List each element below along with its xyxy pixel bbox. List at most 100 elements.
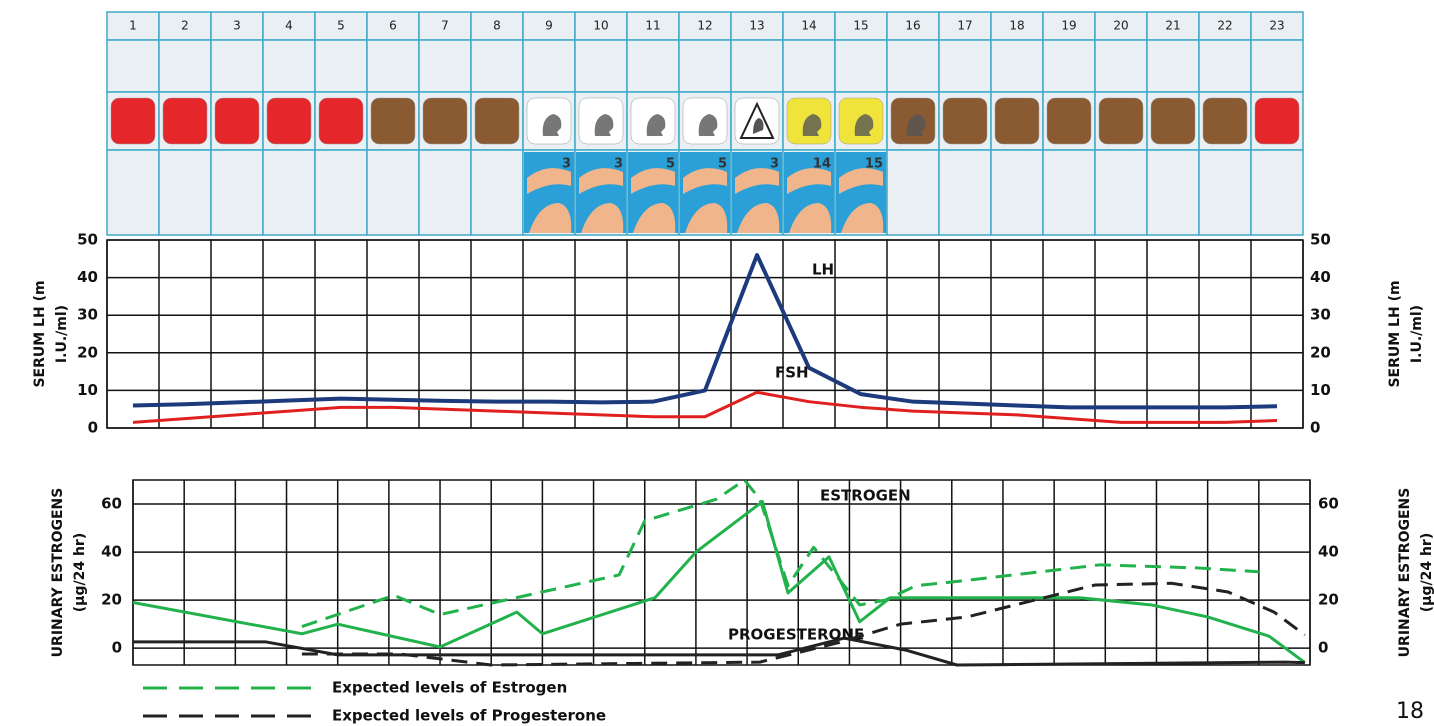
table-cell — [1250, 11, 1304, 41]
table-cell — [1146, 11, 1200, 41]
picture-hand — [579, 168, 624, 233]
y2-tick-label: 40 — [1310, 268, 1331, 286]
day-label: 7 — [441, 19, 449, 33]
cycle-square — [1254, 97, 1300, 145]
picture-number: 5 — [718, 157, 727, 172]
y2-tick-label: 60 — [1318, 495, 1339, 513]
table-cell — [210, 39, 264, 93]
y-axis-title: SERUM LH (m — [32, 280, 48, 387]
y-tick-label: 50 — [77, 231, 98, 249]
table-cell — [470, 149, 524, 236]
y2-tick-label: 20 — [1318, 591, 1339, 609]
table-cell — [418, 39, 472, 93]
cycle-square — [994, 97, 1040, 145]
table-cell — [1250, 39, 1304, 93]
table-cell — [262, 11, 316, 41]
y2-tick-label: 10 — [1310, 381, 1331, 399]
series-label: FSH — [775, 364, 809, 382]
table-cell — [730, 11, 784, 41]
y2-tick-label: 30 — [1310, 306, 1331, 324]
picture-hand — [683, 168, 728, 233]
y-axis-title: I.U./ml) — [54, 305, 70, 363]
chart: 0 0 20 20 40 40 60 60 URINARY ESTROGENS (µg/24 hr… — [50, 478, 1434, 725]
chart: 0 0 10 10 20 20 30 30 40 40 50 50 SERUM LH (m I.U./ml… — [32, 231, 1425, 437]
day-label: 3 — [233, 19, 241, 33]
series-label: ESTROGEN — [820, 487, 911, 505]
series-line — [301, 478, 1259, 628]
face-icon — [646, 114, 666, 136]
y2-tick-label: 0 — [1310, 419, 1320, 437]
y-tick-label: 30 — [77, 306, 98, 324]
table-cell — [1146, 149, 1200, 236]
cycle-square — [942, 97, 988, 145]
y-axis-title: (µg/24 hr) — [72, 533, 88, 612]
table-cell — [210, 149, 264, 236]
picture-number: 3 — [770, 157, 779, 172]
table-cell — [1094, 11, 1148, 41]
face-icon — [594, 114, 614, 136]
y2-tick-label: 50 — [1310, 231, 1331, 249]
day-label: 9 — [545, 19, 553, 33]
y-axis-title: I.U./ml) — [1409, 305, 1425, 363]
cycle-square — [162, 97, 208, 145]
table-cell — [990, 149, 1044, 236]
table-cell — [106, 39, 160, 93]
page-number: 18 — [1396, 699, 1424, 724]
day-label: 2 — [181, 19, 189, 33]
table-cell — [262, 149, 316, 236]
table-cell — [886, 149, 940, 236]
y2-tick-label: 20 — [1310, 343, 1331, 361]
y-tick-label: 10 — [77, 381, 98, 399]
day-label: 15 — [853, 19, 868, 33]
day-label: 11 — [645, 19, 660, 33]
y-axis-title: URINARY ESTROGENS — [1397, 488, 1413, 658]
y2-tick-label: 40 — [1318, 543, 1339, 561]
picture-hand — [735, 168, 780, 233]
table-cell — [1042, 149, 1096, 236]
table-cell — [314, 11, 368, 41]
table-cell — [470, 39, 524, 93]
table-cell — [938, 149, 992, 236]
y-tick-label: 20 — [101, 591, 122, 609]
table-cell — [1042, 39, 1096, 93]
picture-number: 14 — [813, 157, 831, 172]
face-icon — [906, 114, 926, 136]
y-tick-label: 60 — [101, 495, 122, 513]
table-cell — [522, 39, 576, 93]
table-cell — [1198, 149, 1252, 236]
table-cell — [1250, 149, 1304, 236]
cycle-square — [370, 97, 416, 145]
table-cell — [158, 149, 212, 236]
face-icon — [698, 114, 718, 136]
series-line — [132, 500, 1306, 664]
table-cell — [314, 149, 368, 236]
day-label: 22 — [1217, 19, 1232, 33]
face-icon — [753, 118, 764, 134]
day-label: 6 — [389, 19, 397, 33]
day-label: 10 — [593, 19, 608, 33]
table-cell — [574, 39, 628, 93]
day-label: 19 — [1061, 19, 1076, 33]
table-cell — [106, 149, 160, 236]
y-axis-title: URINARY ESTROGENS — [50, 488, 66, 658]
day-label: 5 — [337, 19, 345, 33]
y-tick-label: 40 — [77, 268, 98, 286]
cycle-square — [1046, 97, 1092, 145]
table-cell — [314, 39, 368, 93]
table-cell — [1094, 39, 1148, 93]
series-label: PROGESTERONE — [728, 626, 864, 644]
y-tick-label: 0 — [88, 419, 98, 437]
picture-number: 3 — [562, 157, 571, 172]
cycle-square — [110, 97, 156, 145]
table-cell — [626, 39, 680, 93]
y-axis-title: (µg/24 hr) — [1419, 533, 1434, 612]
picture-number: 5 — [666, 157, 675, 172]
table-cell — [158, 39, 212, 93]
table-cell — [210, 11, 264, 41]
series-line — [301, 581, 1306, 667]
picture-hand — [839, 168, 884, 233]
table-cell — [366, 39, 420, 93]
picture-hand — [787, 168, 832, 233]
